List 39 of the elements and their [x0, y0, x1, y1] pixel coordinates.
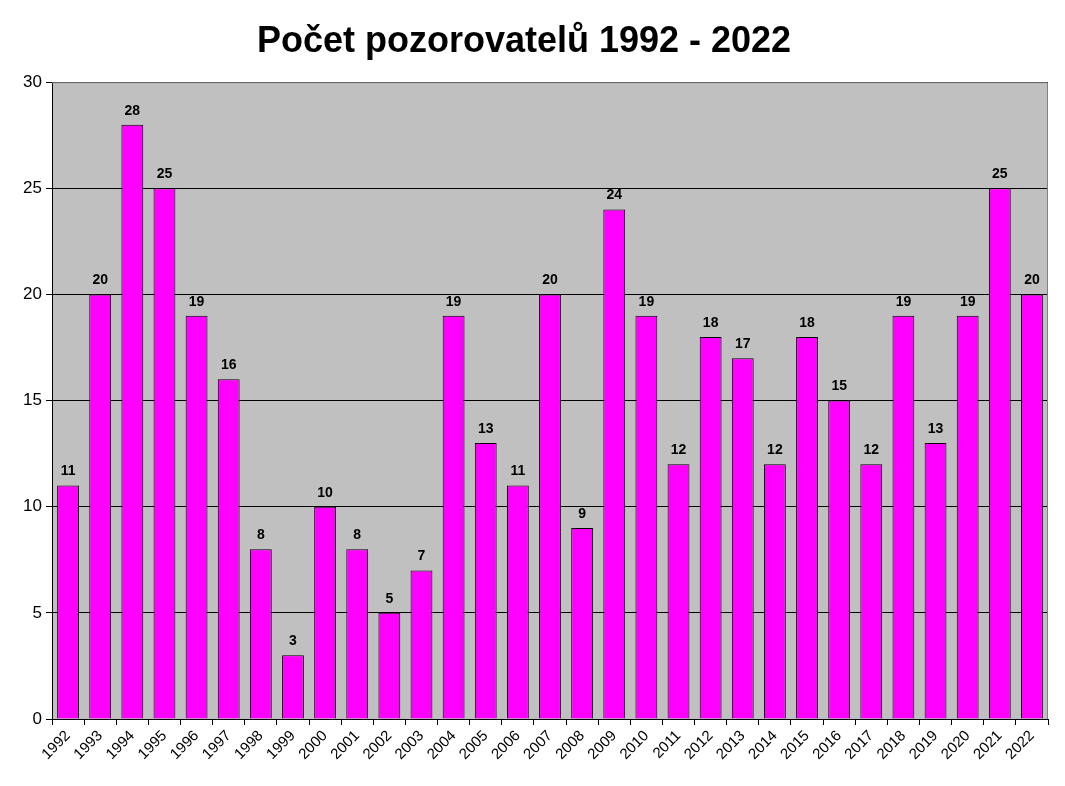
data-label: 19: [445, 292, 462, 309]
data-label: 11: [510, 462, 526, 479]
data-label: 20: [1024, 271, 1040, 288]
data-label: 12: [670, 441, 687, 458]
data-label: 12: [767, 441, 783, 458]
data-label: 3: [289, 632, 298, 649]
data-label: 5: [385, 589, 394, 606]
data-label: 15: [831, 377, 848, 394]
data-label: 25: [156, 165, 173, 182]
data-label: 19: [638, 292, 655, 309]
chart-title: Počet pozorovatelů 1992 - 2022: [256, 18, 792, 60]
data-label: 8: [353, 526, 362, 543]
y-tick-label: 15: [23, 390, 42, 410]
data-label: 16: [220, 356, 237, 373]
data-label: 17: [734, 335, 751, 352]
y-tick-label: 0: [32, 708, 42, 728]
data-label: 25: [992, 165, 1008, 182]
y-tick-label: 10: [23, 496, 42, 516]
data-label: 8: [256, 526, 265, 543]
data-label: 18: [702, 313, 719, 330]
data-label: 12: [863, 441, 880, 458]
data-label: 20: [92, 271, 109, 288]
data-label: 19: [895, 292, 912, 309]
y-tick-label: 20: [23, 284, 42, 304]
data-label: 10: [317, 483, 334, 500]
y-tick-label: 30: [23, 71, 42, 91]
data-label: 20: [542, 271, 558, 288]
data-label: 9: [578, 504, 587, 521]
data-label: 18: [799, 313, 816, 330]
y-tick-label: 5: [32, 602, 42, 622]
data-label: 7: [417, 547, 426, 564]
data-label: 19: [959, 292, 976, 309]
data-label: 13: [477, 419, 494, 436]
data-label: 13: [927, 419, 944, 436]
data-label: 19: [188, 292, 205, 309]
y-tick-label: 25: [23, 178, 42, 198]
data-label: 11: [60, 462, 76, 479]
data-label: 24: [606, 186, 623, 203]
data-label: 28: [124, 101, 141, 118]
